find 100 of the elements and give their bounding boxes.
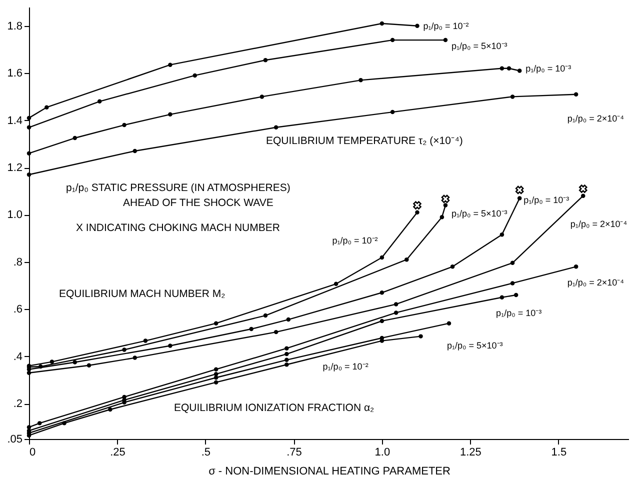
point: [500, 232, 504, 237]
point: [284, 362, 289, 367]
y-tick-label: 1.6: [7, 68, 22, 80]
y-tick-label: .4: [13, 350, 22, 363]
point: [286, 317, 291, 322]
point: [168, 344, 172, 348]
point: [380, 255, 384, 260]
point: [50, 360, 54, 364]
point: [72, 360, 78, 364]
point: [26, 125, 32, 130]
point: [168, 62, 172, 67]
series-label: p₁/p₀ = 10⁻²: [322, 361, 368, 372]
series-label: p₁/p₀ = 5×10⁻³: [451, 208, 508, 218]
y-tick-label: .2: [13, 398, 22, 410]
point: [415, 210, 420, 214]
point: [517, 196, 522, 200]
point: [26, 370, 32, 376]
point: [284, 358, 289, 362]
annotation: EQUILIBRIUM TEMPERATURE τ₂ (×10⁻⁴): [266, 135, 463, 147]
point: [510, 281, 515, 286]
x-axis-title: σ - NON-DIMENSIONAL HEATING PARAMETER: [208, 466, 450, 478]
point: [132, 148, 138, 154]
series-label: p₁/p₀ = 10⁻³: [524, 195, 570, 206]
point: [390, 110, 395, 114]
point: [514, 292, 518, 298]
y-tick-label: 1.8: [7, 20, 22, 32]
point: [249, 326, 254, 332]
point: [394, 310, 398, 315]
y-tick-label: .6: [13, 304, 22, 316]
point: [580, 194, 586, 198]
point: [62, 421, 66, 426]
x-tick-label: 1.0: [374, 446, 390, 458]
x-tick-label: .5: [201, 446, 211, 458]
point: [214, 321, 218, 326]
point: [443, 38, 448, 42]
series-label: p₁/p₀ = 10⁻³: [526, 64, 572, 74]
point: [168, 112, 172, 117]
annotation: X INDICATING CHOKING MACH NUMBER: [76, 222, 280, 234]
y-tick-label: 1.4: [7, 114, 22, 127]
y-tick-label: 1.2: [7, 162, 22, 174]
text: p₁/p₀ = 2×10⁻⁴: [567, 113, 624, 124]
series-label: p₁/p₀ = 10⁻³: [496, 308, 542, 318]
point: [443, 203, 448, 208]
point: [500, 66, 504, 70]
point: [440, 214, 444, 220]
point: [380, 318, 384, 324]
point: [500, 295, 504, 300]
x-tick-label: .25: [110, 446, 126, 458]
point: [214, 367, 218, 372]
point: [510, 260, 515, 266]
point: [143, 338, 148, 343]
point: [418, 334, 423, 338]
annotation: EQUILIBRIUM MACH NUMBER M₂: [59, 288, 226, 300]
point: [506, 66, 512, 70]
point: [274, 330, 278, 334]
point: [510, 94, 515, 99]
point: [26, 151, 32, 156]
point: [358, 78, 363, 82]
point: [390, 38, 395, 42]
annotation: p₁/p₀ STATIC PRESSURE (IN ATMOSPHERES): [66, 182, 290, 194]
point: [122, 122, 126, 128]
point: [263, 58, 268, 62]
point: [192, 73, 198, 78]
series-label: p₁/p₀ = 10⁻²: [332, 235, 378, 246]
point: [108, 407, 112, 412]
point: [132, 356, 138, 360]
point: [334, 282, 338, 286]
x-tick-label: 1.5: [551, 446, 567, 458]
point: [214, 376, 218, 380]
point: [263, 313, 268, 318]
point: [26, 425, 32, 430]
point: [380, 290, 384, 295]
y-tick-label: .05: [7, 434, 22, 446]
point: [404, 257, 409, 262]
annotation: EQUILIBRIUM IONIZATION FRACTION α₂: [174, 402, 374, 414]
point: [394, 302, 398, 306]
point: [274, 125, 278, 130]
series-label: p₁/p₀ = 5×10⁻³: [451, 41, 508, 52]
point: [26, 116, 32, 120]
x-tick-label: 0: [30, 446, 36, 458]
y-tick-label: 1.0: [7, 209, 22, 222]
point: [574, 92, 578, 96]
series-label: p₁/p₀ = 10⁻²: [423, 20, 469, 31]
series-label: p₁/p₀ = 2×10⁻⁴: [567, 278, 624, 288]
point: [26, 172, 32, 177]
x-tick-label: .75: [286, 446, 302, 458]
series-label: p₁/p₀ = 5×10⁻³: [447, 340, 503, 350]
point: [44, 105, 49, 110]
point: [86, 363, 92, 368]
y-tick-label: .8: [13, 256, 22, 268]
point: [284, 346, 289, 350]
point: [446, 321, 452, 326]
point: [284, 352, 289, 356]
point: [441, 194, 450, 204]
point: [214, 380, 218, 384]
point: [574, 264, 578, 269]
point: [122, 348, 126, 352]
point: [380, 338, 384, 343]
series-label: p₁/p₀ = 2×10⁻⁴: [570, 218, 628, 229]
point: [260, 94, 264, 99]
